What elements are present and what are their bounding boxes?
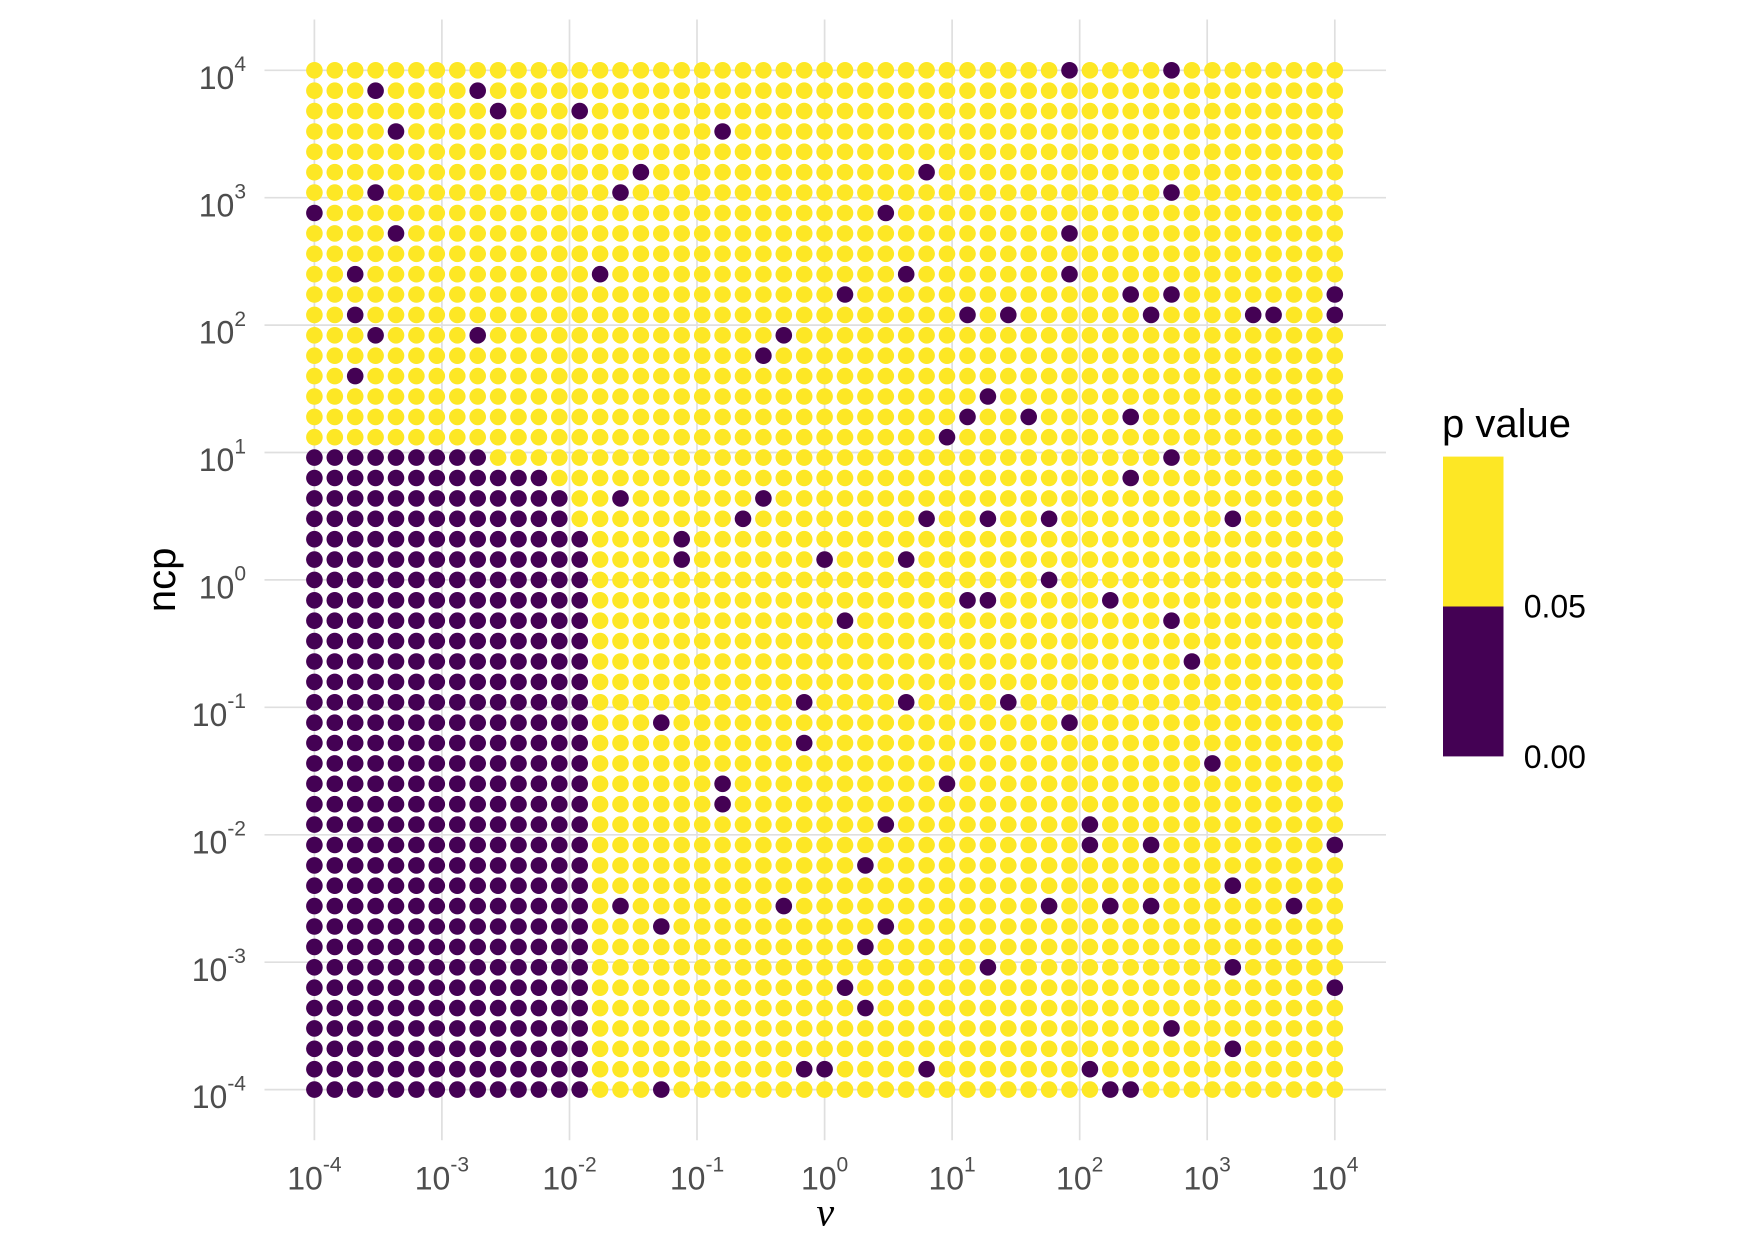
svg-text:0.05: 0.05 bbox=[1524, 589, 1586, 625]
svg-text:10-3: 10-3 bbox=[192, 945, 246, 988]
svg-text:104: 104 bbox=[1311, 1154, 1359, 1197]
svg-text:0.00: 0.00 bbox=[1524, 739, 1586, 775]
svg-text:ν: ν bbox=[816, 1190, 834, 1235]
svg-text:ncp: ncp bbox=[140, 548, 184, 613]
svg-text:10-4: 10-4 bbox=[192, 1072, 247, 1115]
svg-text:p value: p value bbox=[1442, 402, 1571, 446]
